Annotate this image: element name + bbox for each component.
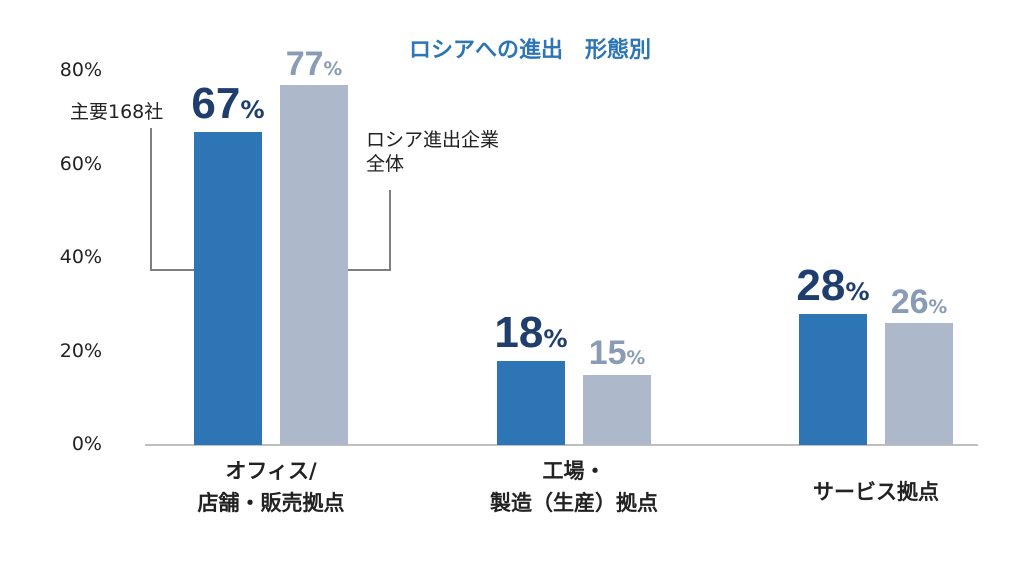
bar-secondary [280,85,348,445]
y-tick-label: 40% [59,246,102,268]
category-label: オフィス/店舗・販売拠点 [197,459,345,515]
category-label: 工場・ 製造（生産）拠点 [490,459,658,515]
data-label: 18% [494,308,568,358]
bar-primary [194,131,262,445]
data-label: 67% [191,79,265,129]
y-tick-label: 80% [59,59,102,81]
annotation-bracket-primary [150,128,194,271]
y-tick-label: 0% [71,433,102,455]
bar-primary [497,360,565,445]
y-tick-label: 20% [59,339,102,362]
data-label: 26% [890,282,948,321]
annotation-primary: 主要168社 [70,101,164,123]
bar-secondary [885,323,953,445]
data-label: 15% [588,334,646,373]
chart-title: ロシアへの進出 形態別 [408,38,651,63]
data-label: 28% [796,261,870,311]
bar-primary [799,314,867,445]
data-label: 77% [285,44,343,83]
annotation-secondary: ロシア進出企業 全体 [366,129,500,175]
category-label: サービス拠点 [813,480,939,504]
bar-secondary [583,374,651,445]
y-tick-label: 60% [59,152,102,175]
annotation-bracket-secondary [348,190,391,271]
